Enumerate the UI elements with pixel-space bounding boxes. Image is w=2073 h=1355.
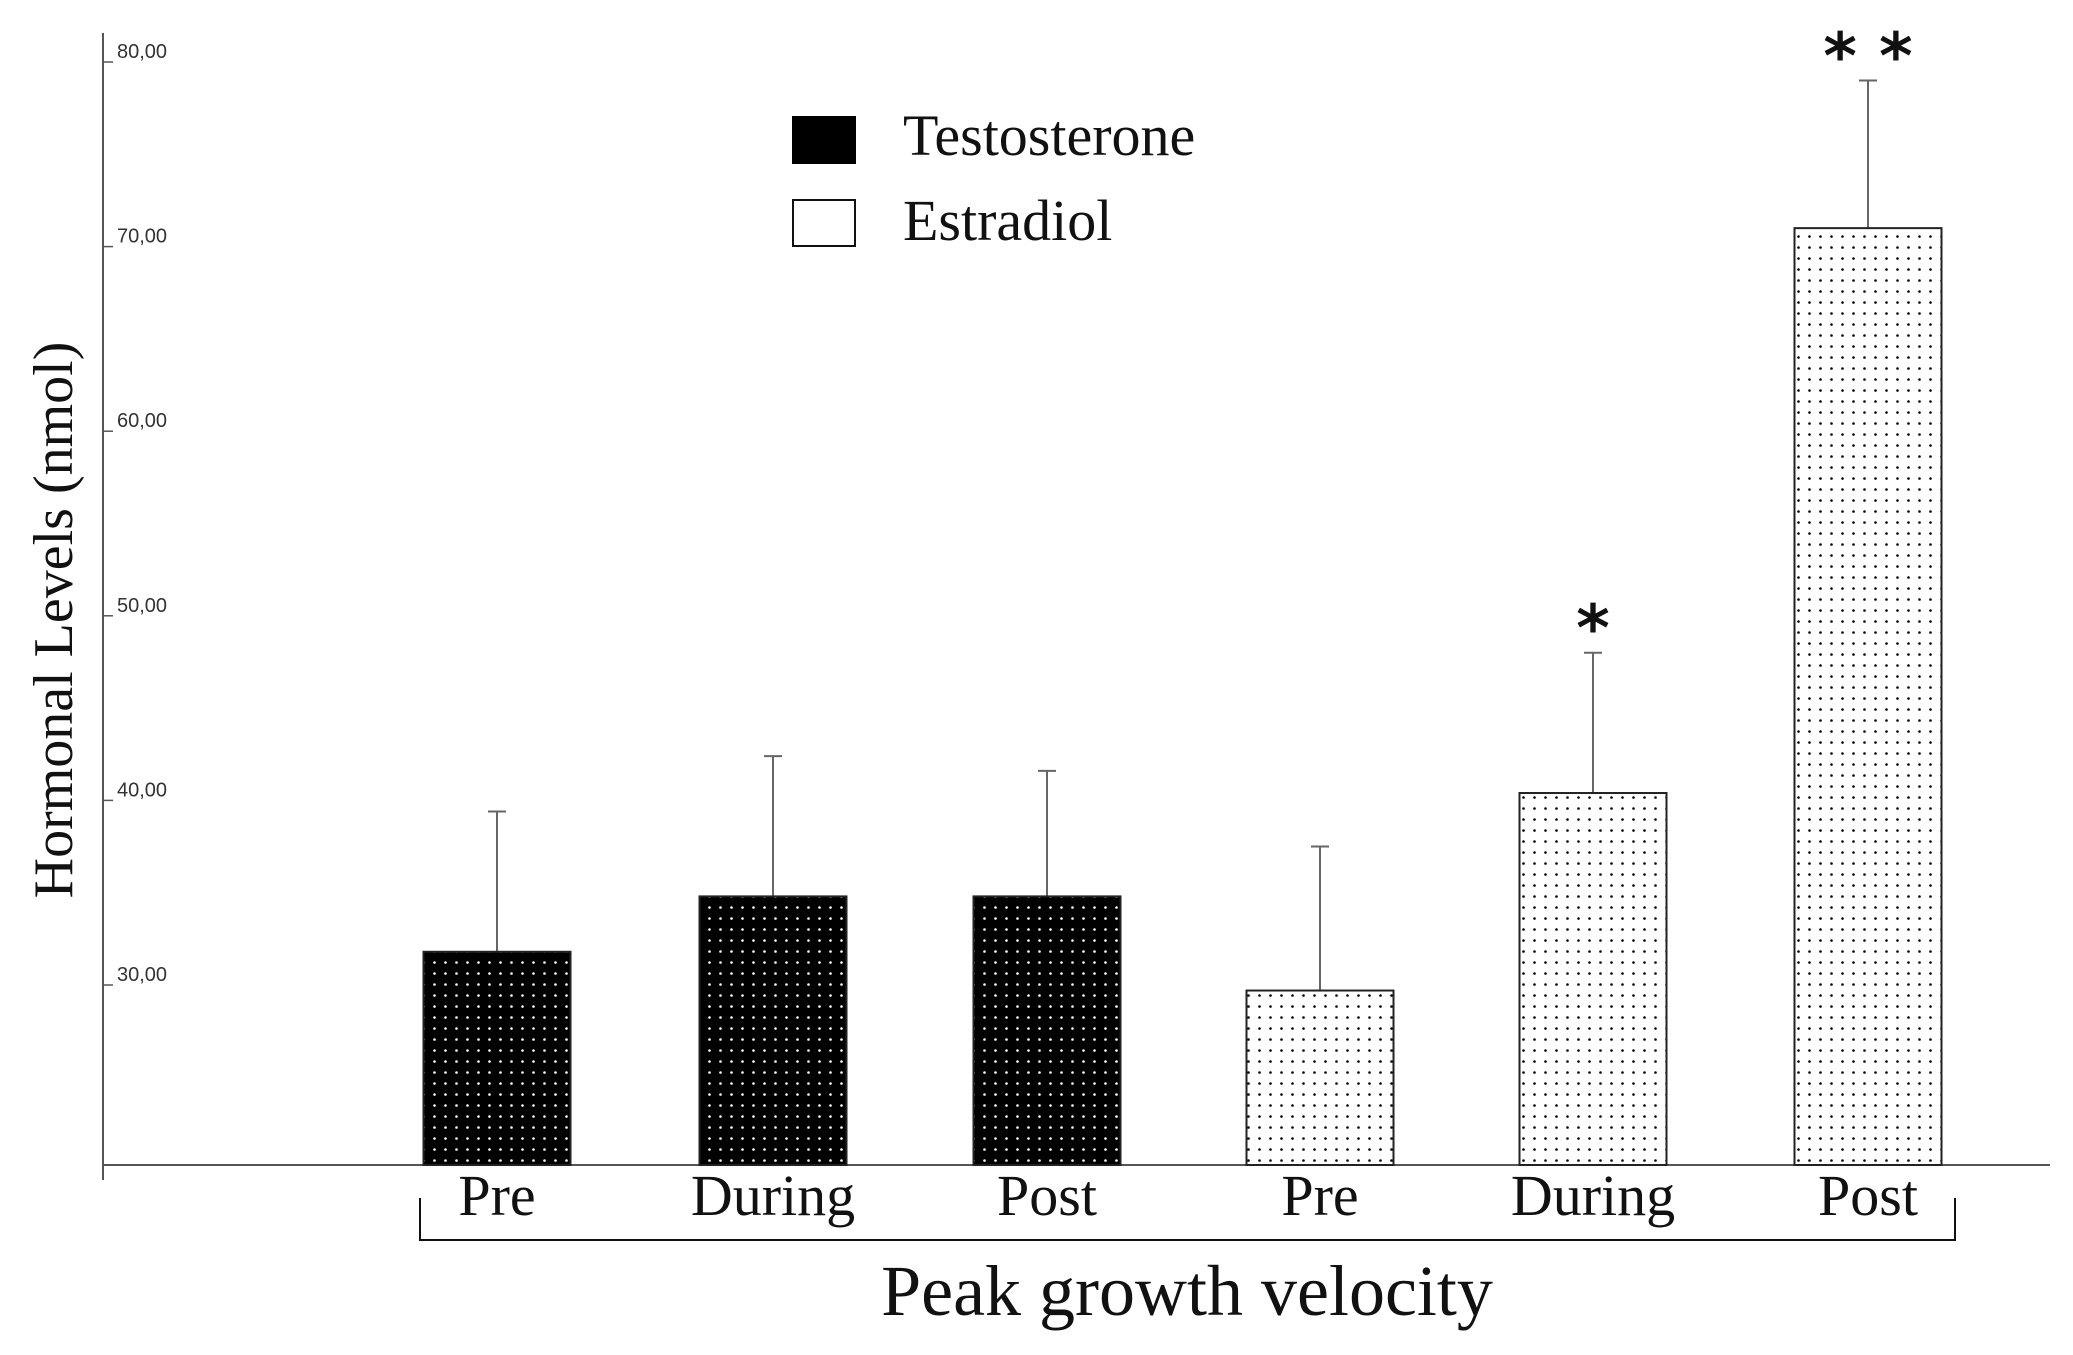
y-ticks: 30,00 40,00 50,00 60,00 70,00 80,00 [103,41,167,986]
y-axis-title: Hormonal Levels (nmol) [23,342,85,899]
category-label: During [1511,1163,1675,1228]
category-label: Pre [458,1163,535,1228]
bars: * * * [422,20,1943,1167]
y-tick-label: 40,00 [117,779,167,801]
significance-mark: * * [1823,20,1912,94]
y-tick-label: 70,00 [117,226,167,248]
legend-swatch-estradiol [792,199,856,247]
category-bracket [419,1198,1956,1241]
category-label: During [691,1163,855,1228]
bar-testosterone-pre [422,950,572,1166]
legend-swatch-testosterone [792,116,856,164]
y-tick-label: 80,00 [117,41,167,63]
bar-testosterone-during [698,895,848,1167]
x-axis-title: Peak growth velocity [881,1251,1493,1331]
category-label: Pre [1281,1163,1358,1228]
category-label: Post [997,1163,1097,1228]
category-label: Post [1818,1163,1918,1228]
bar-estradiol-post [1793,227,1943,1166]
y-tick-label: 30,00 [117,964,167,986]
y-tick-label: 60,00 [117,410,167,432]
legend: Testosterone Estradiol [792,103,1195,253]
bar-estradiol-during [1518,792,1668,1166]
significance-mark: * [1576,593,1609,667]
legend-label-estradiol: Estradiol [903,188,1112,253]
bar-testosterone-post [972,895,1122,1167]
y-tick-label: 50,00 [117,595,167,617]
bar-estradiol-pre [1245,989,1395,1167]
category-labels: Pre During Post Pre During Post [458,1163,1918,1228]
legend-label-testosterone: Testosterone [903,103,1195,168]
